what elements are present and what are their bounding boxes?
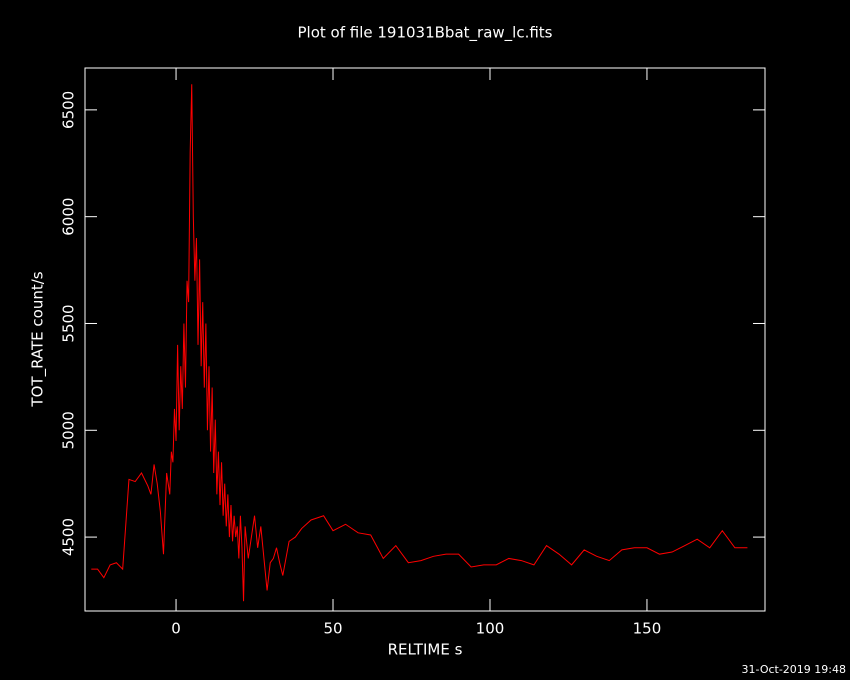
y-axis-label: TOT_RATE count/s bbox=[29, 271, 48, 407]
light-curve bbox=[91, 84, 748, 602]
x-tick-label: 0 bbox=[171, 620, 181, 638]
timestamp: 31-Oct-2019 19:48 bbox=[742, 663, 846, 676]
x-axis-label: RELTIME s bbox=[388, 641, 463, 659]
x-tick-label: 50 bbox=[323, 620, 342, 638]
y-tick-label: 5000 bbox=[60, 411, 78, 449]
x-tick-label: 150 bbox=[633, 620, 662, 638]
y-tick-label: 6500 bbox=[60, 91, 78, 129]
x-tick-label: 100 bbox=[476, 620, 505, 638]
chart-title: Plot of file 191031Bbat_raw_lc.fits bbox=[298, 24, 553, 43]
plot-frame bbox=[84, 67, 766, 612]
y-tick-label: 5500 bbox=[60, 304, 78, 342]
y-tick-label: 6000 bbox=[60, 198, 78, 236]
y-tick-label: 4500 bbox=[60, 518, 78, 556]
